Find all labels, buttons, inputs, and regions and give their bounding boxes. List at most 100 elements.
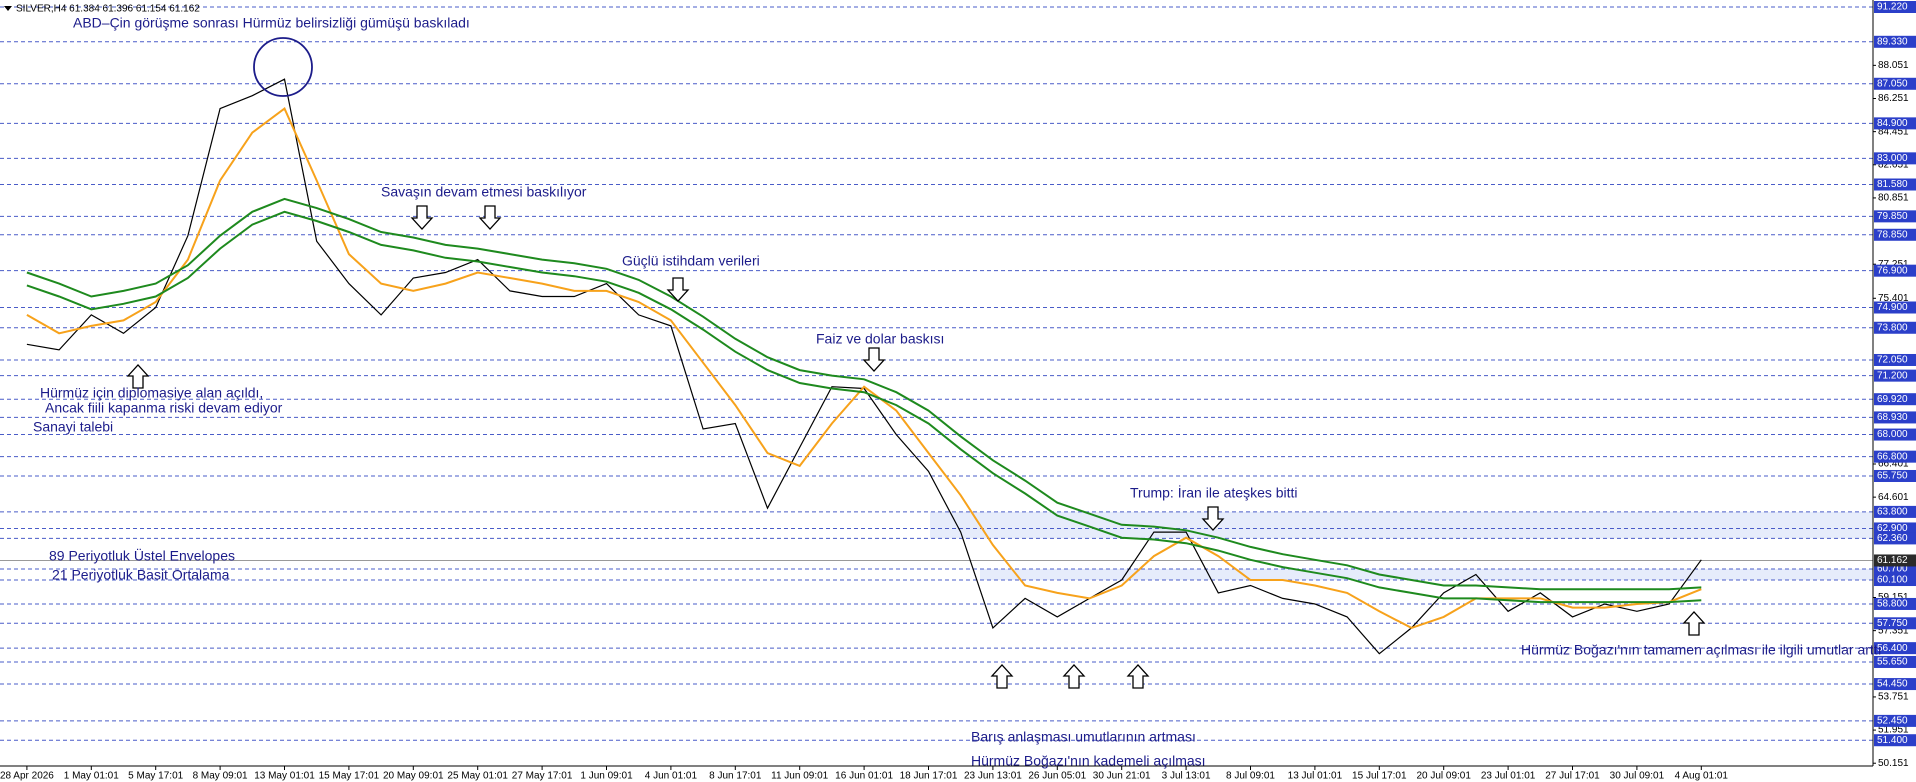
level-label-box (1874, 77, 1916, 90)
level-label-box (1874, 369, 1916, 382)
level-label: 89.330 (1877, 36, 1908, 47)
x-tick-label: 20 Jul 09:01 (1416, 771, 1471, 782)
zone-band (980, 568, 1873, 581)
x-tick-label: 5 May 17:01 (128, 771, 183, 782)
y-tick-label: 84.451 (1878, 126, 1909, 137)
level-label-box (1874, 655, 1916, 668)
x-tick-label: 30 Jul 09:01 (1610, 771, 1665, 782)
x-tick-label: 4 Jun 01:01 (645, 771, 698, 782)
level-label-box (1874, 678, 1916, 691)
x-tick-label: 8 Jun 17:01 (709, 771, 762, 782)
level-label: 55.650 (1877, 657, 1908, 668)
level-label-box (1874, 574, 1916, 587)
level-label-box (1874, 411, 1916, 424)
level-label-box (1874, 228, 1916, 241)
level-label-box (1874, 532, 1916, 545)
x-tick-label: 13 May 01:01 (254, 771, 315, 782)
level-label: 58.800 (1877, 599, 1908, 610)
y-tick-label: 66.401 (1878, 459, 1909, 470)
level-label: 68.000 (1877, 429, 1908, 440)
series-line (26, 210, 1702, 604)
x-tick-label: 3 Jul 13:01 (1162, 771, 1211, 782)
x-tick-label: 28 Apr 2026 (0, 771, 54, 782)
level-label: 62.360 (1877, 533, 1908, 544)
level-label: 73.800 (1877, 322, 1908, 333)
chart-title: SILVER,H4 61.384 61.396 61.154 61.162 (16, 4, 200, 15)
level-label-box (1874, 393, 1916, 406)
arrow (990, 664, 1014, 689)
level-label-box (1874, 469, 1916, 482)
level-label-box (1874, 0, 1916, 13)
level-label-box (1874, 734, 1916, 747)
annotation: Hürmüz Boğazı'nın tamamen açılması ile i… (1521, 642, 1882, 658)
annotation: Hürmüz için diplomasiye alan açıldı, (40, 385, 263, 401)
level-label: 84.900 (1877, 118, 1908, 129)
x-tick-label: 11 Jun 09:01 (771, 771, 829, 782)
y-tick-label: 82.651 (1878, 159, 1909, 170)
zone-band (930, 511, 1873, 539)
series-line (26, 78, 1702, 655)
level-label: 91.220 (1877, 2, 1908, 13)
x-tick-label: 15 Jul 17:01 (1352, 771, 1407, 782)
level-label-box (1874, 597, 1916, 610)
level-label-box (1874, 301, 1916, 314)
x-tick-label: 15 May 17:01 (319, 771, 380, 782)
level-label: 60.100 (1877, 575, 1908, 586)
level-label: 57.750 (1877, 618, 1908, 629)
annotation: ABD–Çin görüşme sonrası Hürmüz belirsizl… (73, 15, 470, 31)
y-tick-label: 80.851 (1878, 193, 1909, 204)
series-line (26, 107, 1702, 629)
x-tick-label: 27 Jul 17:01 (1545, 771, 1600, 782)
y-tick-label: 75.401 (1878, 293, 1909, 304)
level-label: 56.400 (1877, 643, 1908, 654)
level-label-box (1874, 152, 1916, 165)
level-label: 81.580 (1877, 179, 1908, 190)
highlight-circle (253, 37, 313, 97)
y-tick-label: 53.751 (1878, 692, 1909, 703)
level-label-box (1874, 353, 1916, 366)
annotation: Savaşın devam etmesi baskılıyor (381, 184, 587, 200)
annotation: Trump: İran ile ateşkes bitti (1130, 484, 1298, 501)
legend-label: 21 Periyotluk Basit Ortalama (52, 567, 230, 583)
y-tick-label: 51.951 (1878, 725, 1909, 736)
level-label: 68.930 (1877, 412, 1908, 423)
level-label: 79.850 (1877, 211, 1908, 222)
series-line (26, 197, 1702, 591)
level-label: 54.450 (1877, 679, 1908, 690)
level-label-box (1874, 522, 1916, 535)
x-tick-label: 20 May 09:01 (383, 771, 444, 782)
level-label: 76.900 (1877, 265, 1908, 276)
level-label: 78.850 (1877, 229, 1908, 240)
x-tick-label: 8 Jul 09:01 (1226, 771, 1275, 782)
annotation: Faiz ve dolar baskısı (816, 331, 944, 347)
x-tick-label: 23 Jun 13:01 (964, 771, 1022, 782)
annotation: Hürmüz Boğazı'nın kademeli açılması (971, 753, 1206, 769)
level-label: 65.750 (1877, 471, 1908, 482)
level-label: 63.800 (1877, 507, 1908, 518)
annotation: Ancak fiili kapanma riski devam ediyor (45, 400, 283, 416)
level-label: 74.900 (1877, 302, 1908, 313)
level-label: 62.900 (1877, 523, 1908, 534)
y-tick-label: 59.151 (1878, 592, 1909, 603)
x-tick-label: 4 Aug 01:01 (1675, 771, 1729, 782)
arrow (666, 277, 690, 302)
y-tick-label: 88.051 (1878, 60, 1909, 71)
x-tick-label: 8 May 09:01 (193, 771, 248, 782)
level-label: 71.200 (1877, 370, 1908, 381)
annotation: Barış anlaşması umutlarının artması (971, 729, 1196, 745)
lines (26, 78, 1702, 655)
menu-icon (4, 6, 12, 11)
level-label: 51.400 (1877, 735, 1908, 746)
x-tick-label: 30 Jun 21:01 (1093, 771, 1151, 782)
level-label-box (1874, 714, 1916, 727)
x-tick-label: 16 Jun 01:01 (835, 771, 893, 782)
level-label-box (1874, 264, 1916, 277)
decorations (126, 37, 1706, 689)
level-label-box (1874, 450, 1916, 463)
annotation: Sanayi talebi (33, 419, 113, 435)
x-tick-label: 25 May 01:01 (447, 771, 508, 782)
level-label-box (1874, 210, 1916, 223)
x-tick-label: 23 Jul 01:01 (1481, 771, 1536, 782)
x-tick-label: 1 Jun 09:01 (580, 771, 633, 782)
last-price-box (1874, 554, 1916, 567)
